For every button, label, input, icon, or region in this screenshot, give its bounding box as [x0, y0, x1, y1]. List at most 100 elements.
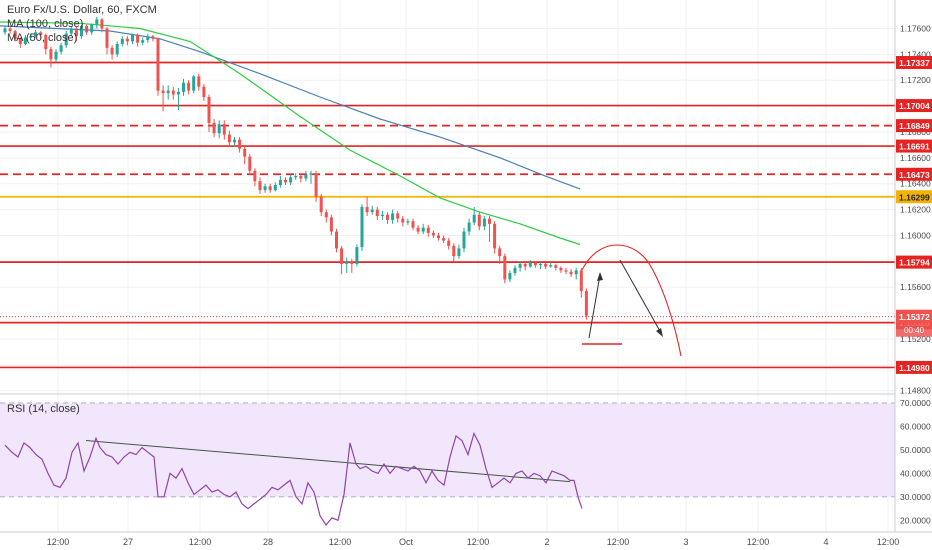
legend-ma50[interactable]: MA (50, close)	[7, 32, 78, 44]
candle-body	[493, 223, 497, 249]
candle-body	[74, 28, 78, 37]
arrow-up-line[interactable]	[588, 274, 601, 339]
candle-body	[309, 173, 313, 175]
candle	[18, 37, 22, 48]
time-tick-label: 4	[823, 537, 828, 547]
candle-body	[401, 218, 405, 223]
level-badge[interactable]: 1.16299	[896, 190, 932, 204]
candle	[406, 218, 410, 226]
candle-body	[197, 76, 201, 87]
candle-body	[559, 267, 563, 271]
candle-body	[431, 232, 435, 236]
price-tick-label: 1.15600	[900, 282, 931, 292]
candle	[197, 73, 201, 91]
horizontal-levels[interactable]	[0, 61, 895, 369]
candle	[452, 243, 456, 262]
candle-body	[549, 265, 553, 267]
candle	[131, 33, 134, 44]
candle-body	[95, 19, 99, 25]
arrow-down-line[interactable]	[619, 259, 662, 334]
drawings[interactable]	[581, 244, 682, 357]
candle-body	[69, 28, 73, 34]
candle-body	[212, 122, 216, 134]
time-tick-label: 12:00	[47, 537, 70, 547]
candle	[345, 257, 349, 273]
level-badge-background	[896, 360, 932, 374]
candle	[80, 24, 83, 39]
time-tick-label: 28	[263, 537, 273, 547]
candle	[284, 177, 287, 186]
candle-body	[319, 196, 323, 213]
candle	[355, 244, 359, 267]
candle	[319, 194, 323, 217]
candle	[314, 170, 318, 202]
candle-body	[115, 43, 119, 55]
level-badge[interactable]: 1.16473	[896, 167, 932, 181]
level-badge[interactable]: 1.15794	[896, 255, 932, 269]
candle	[273, 182, 277, 192]
candle	[574, 267, 578, 280]
projection-arc[interactable]	[581, 244, 682, 357]
level-badge-label: 1.16473	[899, 170, 930, 180]
candle-body	[467, 222, 471, 232]
candle	[156, 37, 160, 96]
candle-body	[299, 175, 303, 179]
candle-body	[222, 124, 226, 135]
candle	[340, 245, 344, 275]
candle-body	[29, 36, 32, 38]
candle	[324, 209, 328, 223]
candle-body	[360, 206, 364, 248]
candle-body	[253, 170, 257, 182]
candle	[309, 170, 313, 184]
candle-body	[13, 31, 17, 39]
candle	[431, 230, 435, 239]
candle	[187, 80, 191, 95]
legend-ma100[interactable]: MA (100, close)	[7, 18, 84, 30]
candle	[411, 218, 415, 231]
candle	[253, 168, 257, 187]
candle-body	[268, 186, 272, 191]
candle	[120, 36, 124, 47]
level-badge[interactable]: 1.14980	[896, 360, 932, 374]
candle	[350, 258, 354, 273]
candle	[299, 174, 303, 183]
candle-body	[406, 221, 410, 223]
candle	[380, 210, 384, 220]
candle-body	[314, 173, 318, 197]
rsi-band	[0, 403, 895, 497]
candle-body	[365, 206, 369, 213]
candle	[23, 34, 27, 46]
price-tick-label: 1.16600	[900, 153, 931, 163]
candle	[437, 232, 440, 241]
price-tick-label: 1.17400	[900, 49, 931, 59]
candle-body	[166, 90, 170, 94]
candle	[564, 267, 568, 275]
chart-title: Euro Fx/U.S. Dollar, 60, FXCM	[7, 4, 157, 16]
candle-body	[171, 90, 175, 95]
price-tick-label: 1.16000	[900, 230, 931, 240]
level-badge[interactable]: 1.16691	[896, 139, 932, 153]
price-tick-label: 1.16400	[900, 179, 931, 189]
level-badge[interactable]: 1.16849	[896, 119, 932, 133]
candle-body	[156, 38, 160, 91]
candle-body	[574, 270, 578, 275]
candle	[171, 86, 175, 100]
candle	[533, 261, 537, 268]
rsi-line	[4, 431, 583, 527]
candle-body	[335, 231, 338, 249]
candle-body	[105, 28, 109, 48]
candle	[59, 42, 63, 55]
candle-body	[151, 36, 155, 39]
candle-body	[442, 238, 446, 241]
time-tick-label: Oct	[399, 537, 414, 547]
candle-body	[125, 38, 129, 42]
rsi-title[interactable]: RSI (14, close)	[7, 403, 80, 415]
candle	[176, 87, 180, 110]
candle-body	[544, 263, 548, 267]
candle-body	[304, 174, 308, 179]
level-badge[interactable]: 1.17337	[896, 55, 932, 69]
candle	[141, 37, 145, 46]
rsi-trendline[interactable]	[85, 440, 571, 483]
candle	[386, 212, 389, 224]
level-badge[interactable]: 1.17004	[896, 99, 932, 113]
